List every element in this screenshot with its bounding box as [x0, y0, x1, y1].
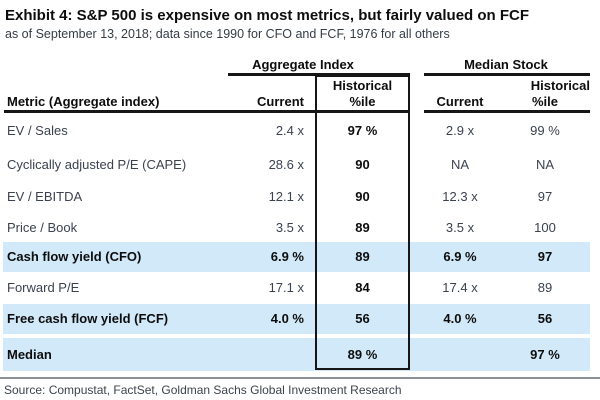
column-header-aggregate-current: Current — [257, 94, 304, 109]
footer-divider — [0, 377, 600, 379]
cell-median-pctile: 100 — [534, 220, 556, 235]
cell-median-current — [420, 338, 500, 371]
exhibit-title: Exhibit 4: S&P 500 is expensive on most … — [5, 7, 530, 24]
cell-median-pctile: 56 — [537, 311, 553, 326]
cell-metric: Price / Book — [7, 220, 78, 235]
cell-aggregate-pctile: 56 — [355, 311, 370, 326]
cell-aggregate-current — [224, 338, 304, 371]
header-underline-right — [424, 110, 590, 113]
group-header-aggregate-index: Aggregate Index — [252, 57, 354, 72]
cell-aggregate-current: 3.5 x — [275, 220, 304, 235]
cell-median-pctile: 89 — [537, 280, 553, 295]
cell-median-current: 2.9 x — [445, 123, 475, 138]
median-group-underline — [424, 73, 590, 76]
cell-median-current: 6.9 % — [443, 249, 477, 264]
cell-metric: Forward P/E — [7, 280, 80, 295]
table-row: Median 89 % 97 % — [3, 338, 590, 371]
table-row: EV / Sales 2.4 x 97 % 2.9 x 99 % — [3, 114, 590, 148]
cell-metric: EV / Sales — [7, 123, 68, 138]
exhibit-subtitle: as of September 13, 2018; data since 199… — [5, 27, 450, 41]
header-underline-left — [4, 110, 410, 113]
cell-median-pctile: 97 — [537, 249, 553, 264]
cell-median-pctile: 99 % — [530, 123, 560, 138]
cell-metric: Cash flow yield (CFO) — [7, 249, 142, 264]
aggregate-group-underline — [228, 73, 410, 76]
column-header-median-pctile: %ile — [531, 94, 558, 109]
cell-median-pctile: 97 — [537, 189, 553, 204]
cell-aggregate-pctile: 84 — [355, 280, 370, 295]
column-header-median-historical: Historical — [530, 78, 590, 93]
table-row: EV / EBITDA 12.1 x 90 12.3 x 97 — [3, 181, 590, 213]
cell-median-current: NA — [450, 157, 470, 172]
cell-median-current: 4.0 % — [443, 311, 477, 326]
column-header-aggregate-historical: Historical — [332, 78, 393, 93]
cell-metric: EV / EBITDA — [7, 189, 83, 204]
cell-median-pctile: NA — [535, 157, 555, 172]
column-header-aggregate-pctile: %ile — [349, 94, 376, 109]
cell-aggregate-pctile: 89 % — [347, 347, 378, 362]
cell-aggregate-current: 2.4 x — [275, 123, 304, 138]
cell-metric: Cyclically adjusted P/E (CAPE) — [7, 157, 187, 172]
cell-aggregate-pctile: 90 — [355, 189, 370, 204]
cell-aggregate-current: 28.6 x — [268, 157, 304, 172]
table-row: Cash flow yield (CFO) 6.9 % 89 6.9 % 97 — [3, 242, 590, 272]
cell-aggregate-pctile: 97 % — [347, 123, 378, 138]
cell-median-pctile: 97 % — [530, 347, 560, 362]
cell-metric: Median — [7, 347, 52, 362]
cell-aggregate-current: 12.1 x — [268, 189, 304, 204]
cell-aggregate-current: 4.0 % — [270, 311, 304, 326]
cell-aggregate-pctile: 89 — [355, 249, 370, 264]
column-header-metric: Metric (Aggregate index) — [7, 94, 160, 109]
table-row: Cyclically adjusted P/E (CAPE) 28.6 x 90 NA… — [3, 148, 590, 181]
source-note: Source: Compustat, FactSet, Goldman Sach… — [4, 383, 402, 397]
cell-aggregate-pctile: 89 — [355, 220, 370, 235]
table-row: Price / Book 3.5 x 89 3.5 x 100 — [3, 213, 590, 242]
group-header-median-stock: Median Stock — [464, 57, 548, 72]
column-header-median-current: Current — [436, 94, 484, 109]
cell-median-current: 12.3 x — [442, 189, 478, 204]
table-row: Free cash flow yield (FCF) 4.0 % 56 4.0 % 56 — [3, 304, 590, 334]
cell-aggregate-current: 6.9 % — [270, 249, 304, 264]
cell-metric: Free cash flow yield (FCF) — [7, 311, 169, 326]
table-row: Forward P/E 17.1 x 84 17.4 x 89 — [3, 272, 590, 304]
cell-aggregate-current: 17.1 x — [268, 280, 304, 295]
cell-median-current: 17.4 x — [442, 280, 478, 295]
cell-aggregate-pctile: 90 — [355, 157, 370, 172]
cell-median-current: 3.5 x — [445, 220, 475, 235]
